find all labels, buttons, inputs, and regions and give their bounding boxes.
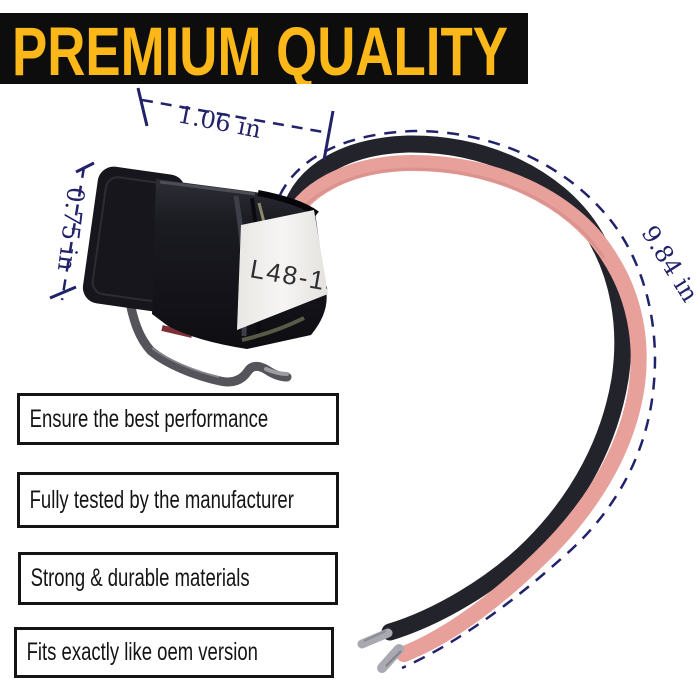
dim-height-tick-bottom xyxy=(49,285,77,300)
dim-width-tick-left xyxy=(136,87,149,127)
premium-quality-banner: PREMIUM QUALITY xyxy=(0,13,528,90)
device-top-highlight xyxy=(159,180,256,196)
pink-wire xyxy=(279,154,647,662)
bracket-highlight xyxy=(151,347,220,378)
dim-height-dashed-line xyxy=(60,166,86,301)
bracket-tip-highlight xyxy=(264,367,289,376)
feature-box-materials: Strong & durable materials xyxy=(18,552,338,605)
feature-box-oem-fit: Fits exactly like oem version xyxy=(14,627,334,678)
feature-text: Fully tested by the manufacturer xyxy=(29,485,294,514)
banner-text-svg: PREMIUM QUALITY xyxy=(12,13,508,90)
dim-length-text: 9.84 in xyxy=(636,221,700,307)
black-wire-tip-strand xyxy=(363,630,387,642)
feature-text: Fits exactly like oem version xyxy=(26,638,258,666)
dim-width-tick-right xyxy=(322,110,335,161)
feature-box-performance: Ensure the best performance xyxy=(17,393,339,445)
device-bottom-olive-strip xyxy=(241,316,305,342)
dimension-width: 1.06 in xyxy=(136,87,335,161)
black-wire xyxy=(281,135,632,641)
thermostat-device: L48-15 xyxy=(82,166,328,349)
dim-width-text: 1.06 in xyxy=(176,100,264,144)
dim-width-dashed-line xyxy=(141,98,330,135)
mounting-bracket xyxy=(124,292,292,387)
pink-wire-shade xyxy=(285,167,606,259)
feature-text: Ensure the best performance xyxy=(29,404,269,433)
dim-height-text: 0.75 in xyxy=(52,185,90,272)
pink-wire-tip xyxy=(377,644,404,673)
banner-text: PREMIUM QUALITY xyxy=(12,13,508,84)
feature-box-tested: Fully tested by the manufacturer xyxy=(17,472,339,528)
device-label xyxy=(237,210,328,330)
black-wire-tip xyxy=(357,628,393,649)
wires xyxy=(279,135,647,673)
dim-length-dashed-arc xyxy=(278,129,657,670)
feature-text: Strong & durable materials xyxy=(30,564,250,592)
pink-wire-tip-strand xyxy=(385,650,402,667)
